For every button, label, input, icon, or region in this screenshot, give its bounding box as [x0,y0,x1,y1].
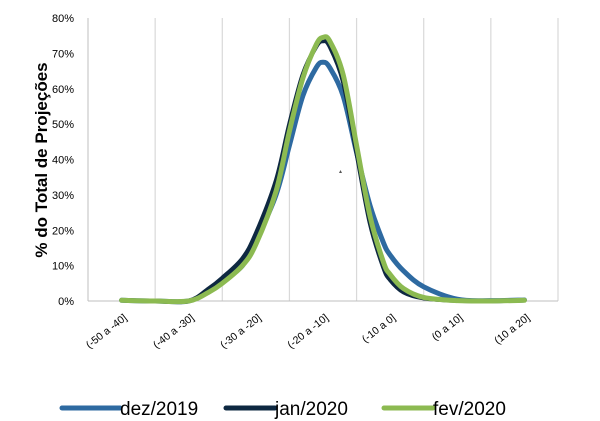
y-tick-label: 40% [52,155,74,167]
legend-label: fev/2020 [433,399,506,420]
x-tick-label: (0 a 10] [430,312,466,343]
series-line-fev-2020 [119,34,527,305]
y-tick-label: 70% [52,48,74,60]
x-tick-label: (-50 a -40] [84,312,130,351]
x-tick-label: (-10 a 0] [360,312,398,346]
y-tick-label: 60% [52,84,74,96]
series-line-jan-2020 [119,38,527,305]
gridlines [154,18,559,301]
x-tick-labels: (-50 a -40] (-40 a -30] (-30 a -20] (-20 a … [84,312,532,351]
y-tick-label: 0% [58,296,74,308]
series-line-dez-2019 [119,59,527,305]
x-tick-label: (-40 a -30] [151,312,197,351]
x-tick-label: (-30 a -20] [218,312,264,351]
y-tick-label: 80% [52,13,74,25]
y-tick-label: 10% [52,261,74,273]
y-axis-title: % do Total de Projeções [32,62,51,257]
y-tick-label: 30% [52,190,74,202]
x-tick-label: (10 a 20] [492,312,532,347]
legend: dez/2019 jan/2020 fev/2020 [59,399,506,420]
legend-label: dez/2019 [120,399,198,420]
y-tick-labels: 0% 10% 20% 30% 40% 50% 60% 70% 80% [52,13,74,308]
y-tick-label: 50% [52,119,74,131]
x-tick-label: (-20 a -10] [285,312,331,351]
legend-label: jan/2020 [274,399,348,420]
series-lines [119,34,527,305]
marker-icon [339,170,342,173]
y-tick-label: 20% [52,225,74,237]
